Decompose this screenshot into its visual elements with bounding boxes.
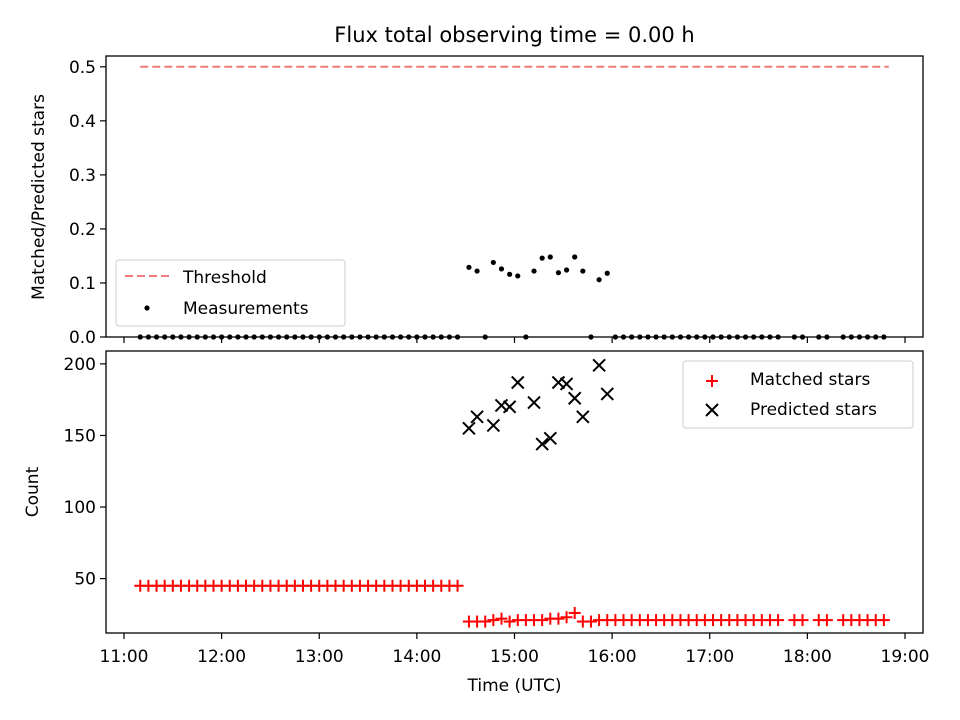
matched-stars-point	[552, 612, 565, 625]
predicted-stars-point	[535, 437, 549, 451]
matched-stars-point	[820, 614, 833, 627]
bottom-y-tick-label: 200	[64, 355, 96, 375]
predicted-stars-point	[576, 410, 590, 424]
predicted-stars-point	[486, 418, 501, 433]
legend-threshold-label: Threshold	[182, 268, 267, 288]
legend-matched-label: Matched stars	[750, 370, 870, 390]
measurement-point	[563, 267, 570, 273]
top-legend-box	[115, 259, 346, 327]
top-y-tick-label: 0.2	[69, 220, 96, 240]
predicted-stars-point	[543, 431, 558, 446]
legend-predicted-label: Predicted stars	[750, 400, 877, 420]
measurement-point	[547, 254, 553, 260]
predicted-stars-point	[592, 358, 606, 373]
top-panel: 0.0 0.1 0.2 0.3 0.4 0.5 Matched/Predicted sta…	[29, 55, 924, 348]
bottom-legend-box	[682, 360, 914, 429]
measurement-point	[531, 268, 537, 274]
bottom-y-tick-label: 100	[64, 498, 96, 518]
matched-stars-point	[568, 606, 581, 619]
matched-stars-point	[772, 614, 785, 627]
predicted-stars-point	[600, 387, 614, 401]
matched-stars-point	[495, 612, 508, 625]
predicted-stars-point	[567, 391, 582, 405]
x-tick-label: 18:00	[783, 647, 832, 667]
x-tick-label: 11:00	[100, 647, 149, 667]
x-tick-label: 16:00	[588, 647, 637, 667]
matched-stars-point	[451, 579, 464, 592]
measurement-point	[555, 270, 562, 276]
matched-stars-point	[503, 615, 516, 628]
predicted-stars-point	[470, 410, 484, 424]
predicted-stars-point	[511, 375, 525, 390]
measurement-point	[572, 254, 578, 260]
bottom-plot-marks	[134, 358, 890, 628]
measurement-point	[604, 270, 610, 276]
matched-stars-point	[487, 614, 500, 627]
top-y-tick-label: 0.1	[69, 274, 96, 294]
bottom-y-ticks: 50 100 150 200	[64, 355, 106, 590]
bottom-y-tick-label: 50	[74, 570, 96, 590]
matched-stars-point	[796, 614, 809, 627]
x-tick-label: 14:00	[392, 647, 441, 667]
matched-stars-point	[584, 615, 597, 628]
top-y-tick-label: 0.4	[69, 112, 96, 132]
measurement-point	[474, 268, 480, 274]
matched-stars-point	[560, 611, 573, 624]
top-y-tick-label: 0.3	[69, 166, 96, 186]
measurement-point	[539, 255, 545, 261]
measurement-point	[466, 264, 472, 270]
x-tick-label: 19:00	[881, 647, 930, 667]
legend-predicted-swatch	[705, 403, 719, 417]
bottom-legend: Matched stars Predicted stars	[682, 360, 914, 429]
chart-title: Flux total observing time = 0.00 h	[334, 23, 694, 47]
x-tick-label: 12:00	[197, 647, 246, 667]
predicted-stars-point	[502, 400, 517, 414]
measurement-point	[507, 271, 513, 277]
top-y-tick-label: 0.5	[69, 58, 96, 78]
measurement-point	[580, 268, 586, 274]
measurement-point	[490, 259, 496, 266]
matched-stars-point	[479, 615, 492, 628]
measurement-point	[596, 277, 602, 283]
top-y-ticks: 0.0 0.1 0.2 0.3 0.4 0.5	[69, 58, 106, 348]
measurement-point	[515, 273, 521, 279]
top-y-axis-label: Matched/Predicted stars	[29, 94, 49, 300]
bottom-panel: 50 100 150 200 11:00 12:00 13:00 14:00 15:00 16:…	[23, 350, 930, 696]
matched-stars-point	[536, 614, 549, 627]
top-x-ticks	[123, 337, 906, 343]
top-legend: Threshold Measurements	[115, 259, 346, 327]
legend-measurements-label: Measurements	[183, 299, 309, 319]
predicted-stars-point	[559, 377, 574, 391]
x-axis-label: Time (UTC)	[467, 676, 562, 696]
x-tick-label: 13:00	[295, 647, 344, 667]
legend-measurements-swatch	[144, 305, 150, 311]
x-tick-label: 15:00	[490, 647, 539, 667]
legend-matched-swatch	[706, 375, 718, 387]
predicted-stars-point	[462, 421, 476, 436]
x-tick-label: 17:00	[685, 647, 734, 667]
bottom-x-ticks: 11:00 12:00 13:00 14:00 15:00 16:00 17:00 18:00…	[100, 633, 930, 667]
top-y-tick-label: 0.0	[69, 328, 96, 348]
bottom-y-axis-label: Count	[23, 466, 43, 517]
matched-stars-point	[877, 614, 890, 627]
predicted-stars-point	[527, 395, 541, 410]
bottom-y-tick-label: 150	[64, 426, 96, 446]
measurement-point	[498, 266, 505, 272]
